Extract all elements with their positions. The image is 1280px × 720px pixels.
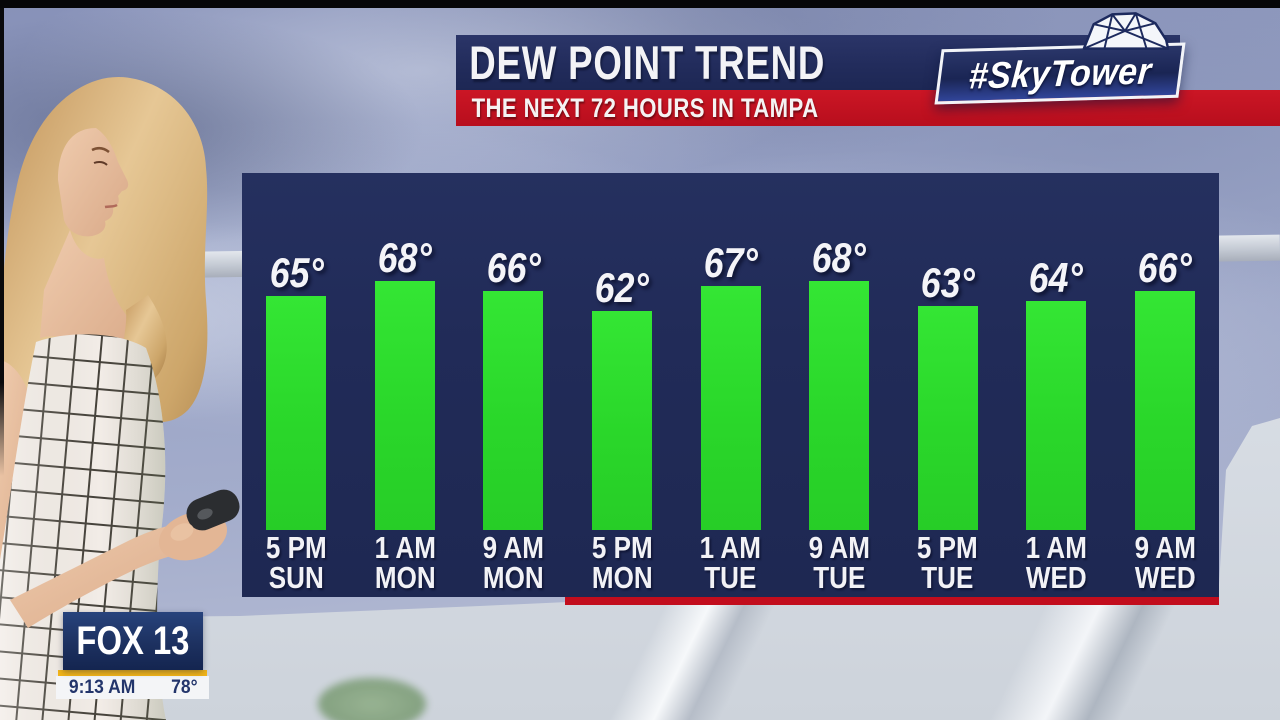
bar-value-label: 67° <box>703 239 758 286</box>
chart-underline <box>565 597 1219 605</box>
bar-value-label: 68° <box>812 234 867 281</box>
left-letterbox <box>0 8 4 476</box>
bar <box>1134 291 1195 530</box>
fox13-gold-stripe <box>58 670 207 676</box>
bar <box>809 281 870 530</box>
bar-tick-label: 5 PM SUN <box>265 529 327 596</box>
bar <box>700 286 761 530</box>
bar-column: 63° 5 PM TUE <box>893 173 1002 597</box>
bar-value-label: 64° <box>1029 254 1084 301</box>
presenter-face <box>58 128 129 237</box>
clicker-remote <box>186 489 240 531</box>
fox13-logo: FOX 13 9:13 AM 78° <box>56 612 209 699</box>
geodesic-dome-icon <box>1082 12 1170 50</box>
page-subtitle: THE NEXT 72 HOURS IN TAMPA <box>471 92 819 123</box>
bar-tick-label: 1 AM WED <box>1025 529 1087 596</box>
bar <box>483 291 544 530</box>
bar-tick-label: 5 PM MON <box>591 529 653 596</box>
bar-tick-label: 9 AM TUE <box>808 529 870 596</box>
bar-value-label: 68° <box>377 234 432 281</box>
skytower-logo-text: #SkyTower <box>967 49 1153 97</box>
studio-plant <box>318 678 426 720</box>
bar <box>591 311 652 530</box>
bar-column: 66° 9 AM WED <box>1111 173 1220 597</box>
bar-column: 68° 1 AM MON <box>351 173 460 597</box>
top-letterbox <box>0 0 1280 8</box>
skytower-logo: #SkyTower <box>934 42 1186 105</box>
bar-value-label: 65° <box>269 249 324 296</box>
chart-panel: 65° 5 PM SUN 68° 1 AM MON 66° 9 AM MON 62° 5 PM MON… <box>242 173 1219 597</box>
bar-value-label: 63° <box>920 259 975 306</box>
bar-value-label: 66° <box>1137 244 1192 291</box>
bar-tick-label: 1 AM TUE <box>699 529 762 596</box>
page-title: DEW POINT TREND <box>469 36 826 89</box>
bar <box>917 306 978 530</box>
bar-column: 62° 5 PM MON <box>568 173 677 597</box>
bar-value-label: 66° <box>486 244 541 291</box>
time-display: 9:13 AM <box>68 676 136 698</box>
bar-columns: 65° 5 PM SUN 68° 1 AM MON 66° 9 AM MON 62° 5 PM MON… <box>242 173 1219 597</box>
fox13-logo-text: FOX 13 <box>75 618 190 663</box>
bar-column: 66° 9 AM MON <box>459 173 568 597</box>
time-temp-bar: 9:13 AM 78° <box>56 676 209 699</box>
fox13-logo-box: FOX 13 <box>62 612 203 670</box>
bar-column: 68° 9 AM TUE <box>785 173 894 597</box>
bar-value-label: 62° <box>594 264 649 311</box>
bar-tick-label: 1 AM MON <box>374 529 436 596</box>
bar <box>374 281 435 530</box>
bar-column: 65° 5 PM SUN <box>242 173 351 597</box>
bar-column: 64° 1 AM WED <box>1002 173 1111 597</box>
bar-tick-label: 9 AM WED <box>1134 529 1196 596</box>
bar-tick-label: 5 PM TUE <box>917 529 979 596</box>
bar <box>1026 301 1087 530</box>
bar-tick-label: 9 AM MON <box>482 529 545 596</box>
bar-column: 67° 1 AM TUE <box>676 173 785 597</box>
bar <box>266 296 327 530</box>
temperature-display: 78° <box>171 676 198 698</box>
